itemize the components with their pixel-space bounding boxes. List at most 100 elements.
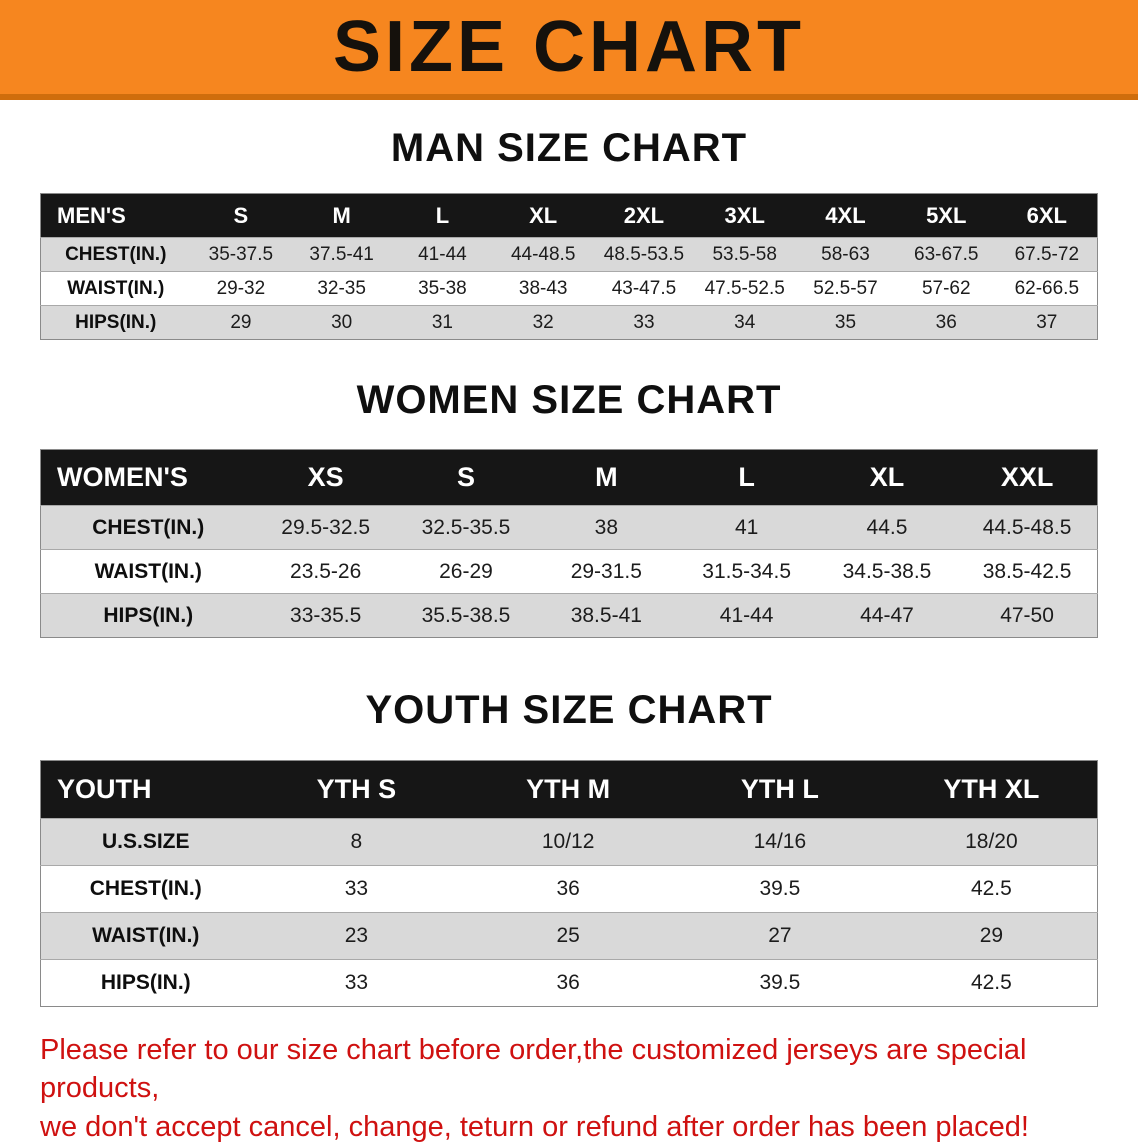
- women-size-header-cell: L: [676, 449, 817, 506]
- youth-size-header-cell: YTH S: [250, 760, 463, 819]
- men-size-value-cell: 34: [694, 305, 796, 340]
- men-size-header-cell: 3XL: [694, 193, 796, 238]
- women-size-value-cell: 26-29: [395, 549, 537, 594]
- men-size-value-cell: 41-44: [392, 237, 493, 272]
- women-row-label: CHEST(IN.): [40, 505, 256, 550]
- youth-measure-row: HIPS(IN.) 33 36 39.5 42.5: [40, 959, 1098, 1007]
- youth-size-value-cell: 10/12: [462, 818, 674, 866]
- banner: SIZE CHART: [0, 0, 1138, 100]
- women-size-value-cell: 44.5: [816, 505, 958, 550]
- disclaimer-line-1: Please refer to our size chart before or…: [40, 1034, 1027, 1105]
- disclaimer-line-2: we don't accept cancel, change, teturn o…: [40, 1110, 1029, 1143]
- men-size-value-cell: 57-62: [895, 271, 997, 306]
- men-size-value-cell: 67.5-72: [996, 237, 1098, 272]
- youth-row-label: U.S.SIZE: [40, 818, 251, 866]
- men-size-value-cell: 29: [190, 305, 292, 340]
- men-measure-row: CHEST(IN.) 35-37.5 37.5-41 41-44 44-48.5 48.5…: [40, 237, 1098, 272]
- women-size-section: WOMEN SIZE CHART WOMEN'S XS S M L XL XXL CHEST(…: [0, 378, 1138, 638]
- women-size-header-cell: XL: [816, 449, 958, 506]
- men-row-label: CHEST(IN.): [40, 237, 191, 272]
- women-size-header-cell: XS: [255, 449, 396, 506]
- women-measure-row: WAIST(IN.) 23.5-26 26-29 29-31.5 31.5-34.5 34…: [40, 549, 1098, 594]
- men-size-table: MEN'S S M L XL 2XL 3XL 4XL 5XL 6XL CHEST(IN.) 35-37…: [40, 193, 1098, 340]
- youth-size-value-cell: 14/16: [674, 818, 886, 866]
- men-size-value-cell: 35-37.5: [190, 237, 292, 272]
- men-size-value-cell: 48.5-53.5: [593, 237, 695, 272]
- women-size-value-cell: 34.5-38.5: [816, 549, 958, 594]
- women-size-value-cell: 38: [536, 505, 677, 550]
- youth-size-value-cell: 29: [885, 912, 1098, 960]
- men-size-value-cell: 47.5-52.5: [694, 271, 796, 306]
- men-header-row: MEN'S S M L XL 2XL 3XL 4XL 5XL 6XL: [40, 193, 1098, 238]
- men-size-value-cell: 58-63: [795, 237, 896, 272]
- youth-size-header-cell: YTH XL: [885, 760, 1098, 819]
- women-size-value-cell: 29.5-32.5: [255, 505, 396, 550]
- youth-size-section: YOUTH SIZE CHART YOUTH YTH S YTH M YTH L YTH…: [0, 688, 1138, 1007]
- youth-row-label: CHEST(IN.): [40, 865, 251, 913]
- men-size-value-cell: 38-43: [492, 271, 594, 306]
- men-size-value-cell: 33: [593, 305, 695, 340]
- men-size-header-cell: L: [392, 193, 493, 238]
- youth-size-value-cell: 27: [674, 912, 886, 960]
- youth-size-value-cell: 18/20: [885, 818, 1098, 866]
- women-size-value-cell: 29-31.5: [536, 549, 677, 594]
- youth-row-label: WAIST(IN.): [40, 912, 251, 960]
- women-size-value-cell: 38.5-42.5: [957, 549, 1098, 594]
- men-size-value-cell: 63-67.5: [895, 237, 997, 272]
- youth-size-value-cell: 39.5: [674, 959, 886, 1007]
- youth-size-header-cell: YTH M: [462, 760, 674, 819]
- women-size-header-cell: M: [536, 449, 677, 506]
- women-measure-row: CHEST(IN.) 29.5-32.5 32.5-35.5 38 41 44.5 44.5…: [40, 505, 1098, 550]
- men-size-value-cell: 37.5-41: [291, 237, 393, 272]
- women-row-label: WAIST(IN.): [40, 549, 256, 594]
- youth-size-table: YOUTH YTH S YTH M YTH L YTH XL U.S.SIZE 8 10/12…: [40, 760, 1098, 1007]
- youth-header-row: YOUTH YTH S YTH M YTH L YTH XL: [40, 760, 1098, 819]
- youth-size-value-cell: 33: [250, 865, 463, 913]
- men-size-value-cell: 32: [492, 305, 594, 340]
- women-size-value-cell: 35.5-38.5: [395, 593, 537, 638]
- men-row-label: WAIST(IN.): [40, 271, 191, 306]
- men-table-title: MEN'S: [40, 193, 191, 238]
- women-section-heading: WOMEN SIZE CHART: [356, 378, 782, 422]
- youth-size-value-cell: 8: [250, 818, 463, 866]
- youth-size-header-cell: YTH L: [674, 760, 886, 819]
- women-size-value-cell: 41-44: [676, 593, 817, 638]
- youth-measure-row: CHEST(IN.) 33 36 39.5 42.5: [40, 865, 1098, 913]
- men-size-value-cell: 30: [291, 305, 393, 340]
- men-size-value-cell: 35: [795, 305, 896, 340]
- men-size-header-cell: 5XL: [895, 193, 997, 238]
- men-size-value-cell: 32-35: [291, 271, 393, 306]
- men-size-header-cell: 6XL: [996, 193, 1098, 238]
- women-size-header-cell: XXL: [957, 449, 1098, 506]
- disclaimer-text: Please refer to our size chart before or…: [0, 1031, 1138, 1146]
- men-size-value-cell: 31: [392, 305, 493, 340]
- men-size-header-cell: XL: [492, 193, 594, 238]
- women-header-row: WOMEN'S XS S M L XL XXL: [40, 449, 1098, 506]
- youth-size-value-cell: 36: [462, 959, 674, 1007]
- men-size-value-cell: 36: [895, 305, 997, 340]
- women-row-label: HIPS(IN.): [40, 593, 256, 638]
- men-size-section: MAN SIZE CHART MEN'S S M L XL 2XL 3XL 4XL 5XL 6XL…: [0, 126, 1138, 340]
- men-section-heading: MAN SIZE CHART: [390, 126, 748, 170]
- women-size-value-cell: 47-50: [957, 593, 1098, 638]
- men-size-value-cell: 35-38: [392, 271, 493, 306]
- women-size-value-cell: 32.5-35.5: [395, 505, 537, 550]
- women-size-value-cell: 41: [676, 505, 817, 550]
- youth-size-value-cell: 33: [250, 959, 463, 1007]
- women-size-header-cell: S: [395, 449, 537, 506]
- youth-size-value-cell: 42.5: [885, 959, 1098, 1007]
- women-size-value-cell: 38.5-41: [536, 593, 677, 638]
- men-row-label: HIPS(IN.): [40, 305, 191, 340]
- women-size-value-cell: 44-47: [816, 593, 958, 638]
- men-size-header-cell: M: [291, 193, 393, 238]
- men-size-value-cell: 52.5-57: [795, 271, 896, 306]
- women-measure-row: HIPS(IN.) 33-35.5 35.5-38.5 38.5-41 41-44 44-…: [40, 593, 1098, 638]
- men-size-value-cell: 62-66.5: [996, 271, 1098, 306]
- youth-size-value-cell: 36: [462, 865, 674, 913]
- men-size-value-cell: 37: [996, 305, 1098, 340]
- youth-size-value-cell: 25: [462, 912, 674, 960]
- men-size-header-cell: S: [190, 193, 292, 238]
- page-title: SIZE CHART: [333, 7, 805, 87]
- youth-row-label: HIPS(IN.): [40, 959, 251, 1007]
- women-size-value-cell: 31.5-34.5: [676, 549, 817, 594]
